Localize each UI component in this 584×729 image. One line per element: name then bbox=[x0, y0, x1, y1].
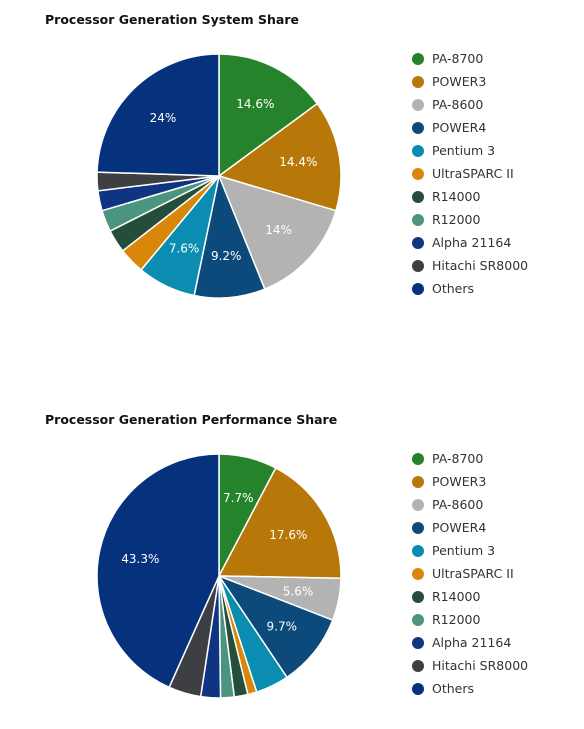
legend-label: POWER3 bbox=[432, 474, 487, 489]
legend-item-ultrasparc-ii: UltraSPARC II bbox=[412, 562, 528, 585]
data-label-pa-8700: 14.6% bbox=[236, 97, 274, 111]
legend-label: Alpha 21164 bbox=[432, 235, 512, 250]
data-label-others: 24% bbox=[150, 111, 177, 125]
legend-label: PA-8700 bbox=[432, 51, 484, 66]
pie-slice-others bbox=[96, 53, 220, 177]
data-label-pa-8700: 7.7% bbox=[223, 491, 254, 505]
legend-swatch bbox=[412, 682, 424, 695]
legend-label: Others bbox=[432, 681, 475, 696]
legend-swatch bbox=[412, 567, 424, 580]
legend-swatch bbox=[412, 121, 424, 134]
legend-swatch bbox=[412, 282, 424, 295]
legend-item-power3: POWER3 bbox=[412, 470, 528, 493]
data-label-power3: 17.6% bbox=[269, 528, 307, 542]
legend-label: Hitachi SR8000 bbox=[432, 658, 529, 673]
legend-item-hitachi-sr8000: Hitachi SR8000 bbox=[412, 254, 528, 277]
pie-slice-pa-8700 bbox=[218, 53, 319, 178]
legend-swatch bbox=[412, 98, 424, 111]
legend-item-r12000: R12000 bbox=[412, 608, 528, 631]
legend-item-hitachi-sr8000: Hitachi SR8000 bbox=[412, 654, 528, 677]
legend-label: Pentium 3 bbox=[432, 543, 496, 558]
data-label-others: 43.3% bbox=[121, 552, 159, 566]
legend-label: PA-8600 bbox=[432, 497, 484, 512]
legend-label: UltraSPARC II bbox=[432, 166, 514, 181]
legend-label: R12000 bbox=[432, 612, 481, 627]
legend-swatch bbox=[412, 190, 424, 203]
chart-title: Processor Generation Performance Share bbox=[45, 412, 338, 427]
legend-item-pentium-3: Pentium 3 bbox=[412, 139, 528, 162]
legend-label: Others bbox=[432, 281, 475, 296]
data-label-pa-8600: 14% bbox=[265, 223, 292, 237]
legend-label: R14000 bbox=[432, 189, 481, 204]
legend-swatch bbox=[412, 52, 424, 65]
legend-item-ultrasparc-ii: UltraSPARC II bbox=[412, 162, 528, 185]
legend-swatch bbox=[412, 613, 424, 626]
legend-swatch bbox=[412, 521, 424, 534]
legend-swatch bbox=[412, 498, 424, 511]
pie-slice-power3 bbox=[217, 466, 342, 580]
legend-label: POWER4 bbox=[432, 520, 487, 535]
system-share-pie: 14.6% 14.4% 14% 9.2% 7.6% 24% bbox=[96, 53, 342, 299]
legend-item-power3: POWER3 bbox=[412, 70, 528, 93]
system-share-chart: Processor Generation System Share 14.6% 1… bbox=[45, 12, 528, 300]
legend-item-others: Others bbox=[412, 277, 528, 300]
legend-item-r12000: R12000 bbox=[412, 208, 528, 231]
legend-swatch bbox=[412, 167, 424, 180]
legend-label: POWER4 bbox=[432, 120, 487, 135]
legend-item-power4: POWER4 bbox=[412, 116, 528, 139]
legend-item-r14000: R14000 bbox=[412, 185, 528, 208]
chart-legend: PA-8700 POWER3 PA-8600 POWER4 Pentium 3 Ultra… bbox=[412, 47, 528, 300]
legend-label: R14000 bbox=[432, 589, 481, 604]
legend-label: Alpha 21164 bbox=[432, 635, 512, 650]
data-label-power3: 14.4% bbox=[279, 155, 317, 169]
legend-swatch bbox=[412, 659, 424, 672]
legend-item-pa-8600: PA-8600 bbox=[412, 93, 528, 116]
legend-swatch bbox=[412, 75, 424, 88]
pie-slice-power3 bbox=[217, 102, 342, 212]
legend-swatch bbox=[412, 544, 424, 557]
data-label-pentium-3: 7.6% bbox=[169, 242, 200, 256]
legend-item-power4: POWER4 bbox=[412, 516, 528, 539]
performance-share-pie: 7.7% 17.6% 5.6% 9.7% 43.3% bbox=[96, 453, 342, 699]
legend-swatch bbox=[412, 475, 424, 488]
legend-item-alpha-21164: Alpha 21164 bbox=[412, 231, 528, 254]
legend-label: Hitachi SR8000 bbox=[432, 258, 529, 273]
legend-swatch bbox=[412, 636, 424, 649]
legend-label: UltraSPARC II bbox=[432, 566, 514, 581]
pie-slice-others bbox=[96, 453, 220, 689]
legend-item-r14000: R14000 bbox=[412, 585, 528, 608]
legend-item-others: Others bbox=[412, 677, 528, 700]
legend-item-alpha-21164: Alpha 21164 bbox=[412, 631, 528, 654]
legend-item-pa-8600: PA-8600 bbox=[412, 493, 528, 516]
pie-slice-pa-8600 bbox=[217, 174, 337, 291]
legend-label: R12000 bbox=[432, 212, 481, 227]
legend-label: Pentium 3 bbox=[432, 143, 496, 158]
legend-item-pentium-3: Pentium 3 bbox=[412, 539, 528, 562]
legend-swatch bbox=[412, 259, 424, 272]
data-label-power4: 9.2% bbox=[211, 249, 242, 263]
chart-legend: PA-8700 POWER3 PA-8600 POWER4 Pentium 3 Ultra… bbox=[412, 447, 528, 700]
legend-swatch bbox=[412, 590, 424, 603]
chart-title: Processor Generation System Share bbox=[45, 12, 299, 27]
data-label-power4: 9.7% bbox=[267, 619, 298, 633]
legend-swatch bbox=[412, 452, 424, 465]
legend-label: PA-8700 bbox=[432, 451, 484, 466]
performance-share-chart: Processor Generation Performance Share 7… bbox=[0, 400, 584, 729]
legend-label: POWER3 bbox=[432, 74, 487, 89]
legend-swatch bbox=[412, 144, 424, 157]
legend-item-pa-8700: PA-8700 bbox=[412, 47, 528, 70]
pie-slice-power4 bbox=[217, 574, 334, 679]
legend-swatch bbox=[412, 236, 424, 249]
legend-swatch bbox=[412, 213, 424, 226]
legend-label: PA-8600 bbox=[432, 97, 484, 112]
data-label-pa-8600: 5.6% bbox=[283, 585, 314, 599]
legend-item-pa-8700: PA-8700 bbox=[412, 447, 528, 470]
